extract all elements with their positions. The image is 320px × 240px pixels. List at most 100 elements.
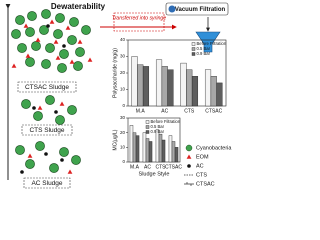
legend-swatch (191, 47, 196, 51)
eom (37, 105, 43, 110)
sludge-label: CTS Sludge (29, 127, 64, 134)
bar (171, 141, 176, 163)
bar (137, 64, 144, 107)
cell (57, 63, 67, 73)
cell (81, 25, 91, 35)
bar (155, 59, 163, 107)
eom (11, 63, 17, 68)
cell (67, 35, 77, 45)
cell (45, 43, 55, 53)
eom (77, 39, 83, 44)
cell (25, 27, 35, 37)
eom (67, 169, 73, 174)
cell (15, 15, 25, 25)
decoration (11, 9, 93, 174)
bar (148, 141, 153, 163)
bar (135, 135, 140, 163)
bar (210, 76, 217, 107)
cell (69, 17, 79, 27)
bar (132, 132, 137, 163)
y-tick-label: 40 (120, 37, 126, 42)
legend-swatch (191, 42, 196, 46)
cell (49, 163, 59, 173)
eom (55, 55, 61, 60)
cell (59, 49, 69, 59)
legend-label: Cyanobacteria (196, 145, 232, 151)
cell (21, 99, 31, 109)
bar (155, 129, 160, 163)
ac-particle (60, 158, 64, 162)
cell (45, 95, 55, 105)
cell (41, 9, 51, 19)
cell (33, 111, 43, 121)
eom (25, 53, 31, 58)
bar (174, 147, 179, 163)
legend-label: Before Filtration (197, 41, 227, 46)
legend-swatch (191, 52, 196, 56)
legend-label: EOM (196, 154, 209, 160)
bar (131, 56, 138, 107)
cell (11, 29, 21, 39)
legend-swatch (145, 125, 150, 129)
legend-label: Before Filtration (151, 119, 181, 124)
cell (39, 25, 49, 35)
vacuum-icon (168, 5, 176, 13)
cell (75, 47, 85, 57)
eom (65, 25, 71, 30)
bar (216, 82, 223, 107)
sludge-label: CTSAC Sludge (25, 84, 69, 91)
x-axis-label: Sludge Style (139, 171, 170, 177)
eom (87, 57, 93, 62)
eom (53, 39, 59, 44)
legend-label: 0.9 Bar (151, 129, 165, 134)
vacuum-box (165, 2, 229, 16)
transfer-text: Transferred into syringe (112, 15, 167, 21)
cell (17, 43, 27, 53)
y-tick-label: 10 (120, 87, 126, 92)
legend-label: 0.9 Bar (197, 51, 211, 56)
plot-frame (127, 117, 181, 163)
y-tick-label: 0 (122, 159, 125, 164)
legend-symbol (186, 154, 192, 159)
sludge-label: AC Sludge (31, 180, 62, 187)
ac-particle (46, 24, 50, 28)
y-tick-label: 30 (120, 115, 126, 120)
bar (142, 132, 147, 163)
x-tick-label: AC (161, 108, 168, 114)
vacuum-text: Vacuum Filtration (175, 7, 226, 13)
ac-particle (44, 152, 48, 156)
x-tick-label: M.A (130, 164, 140, 170)
legend-label: AC (196, 163, 204, 169)
symbol-legend: Cyanobacteria EOM AC CTS CTSAC (184, 144, 232, 187)
legend-symbol (184, 182, 194, 186)
label-box (23, 177, 71, 189)
bar (168, 135, 173, 163)
y-tick-label: 0 (122, 103, 125, 108)
x-tick-label: CTSAC (205, 108, 222, 114)
legend-label: 0.5 Bar (151, 124, 165, 129)
eom (23, 23, 29, 28)
funnel-icon (195, 31, 221, 53)
eom (69, 59, 75, 64)
y-tick-label: 30 (120, 54, 126, 59)
x-tick-label: CTS (184, 108, 195, 114)
y-axis-label: Polysaccharide (mg/g) (112, 48, 118, 98)
bar (191, 76, 199, 107)
ac-particle (32, 106, 36, 110)
legend-swatch (145, 130, 150, 134)
cell (73, 61, 83, 71)
legend-symbol (187, 164, 191, 168)
x-tick-label: CTS (156, 164, 167, 170)
cell (25, 57, 35, 67)
ac-particle (20, 170, 24, 174)
cell (41, 59, 51, 69)
label-box (17, 81, 77, 93)
legend-symbol (185, 144, 193, 152)
cell (55, 13, 65, 23)
cell (55, 115, 65, 125)
cell (25, 159, 35, 169)
legend-label: CTSAC (196, 181, 215, 187)
bar (161, 66, 168, 107)
x-tick-label: CTSAC (165, 164, 182, 170)
